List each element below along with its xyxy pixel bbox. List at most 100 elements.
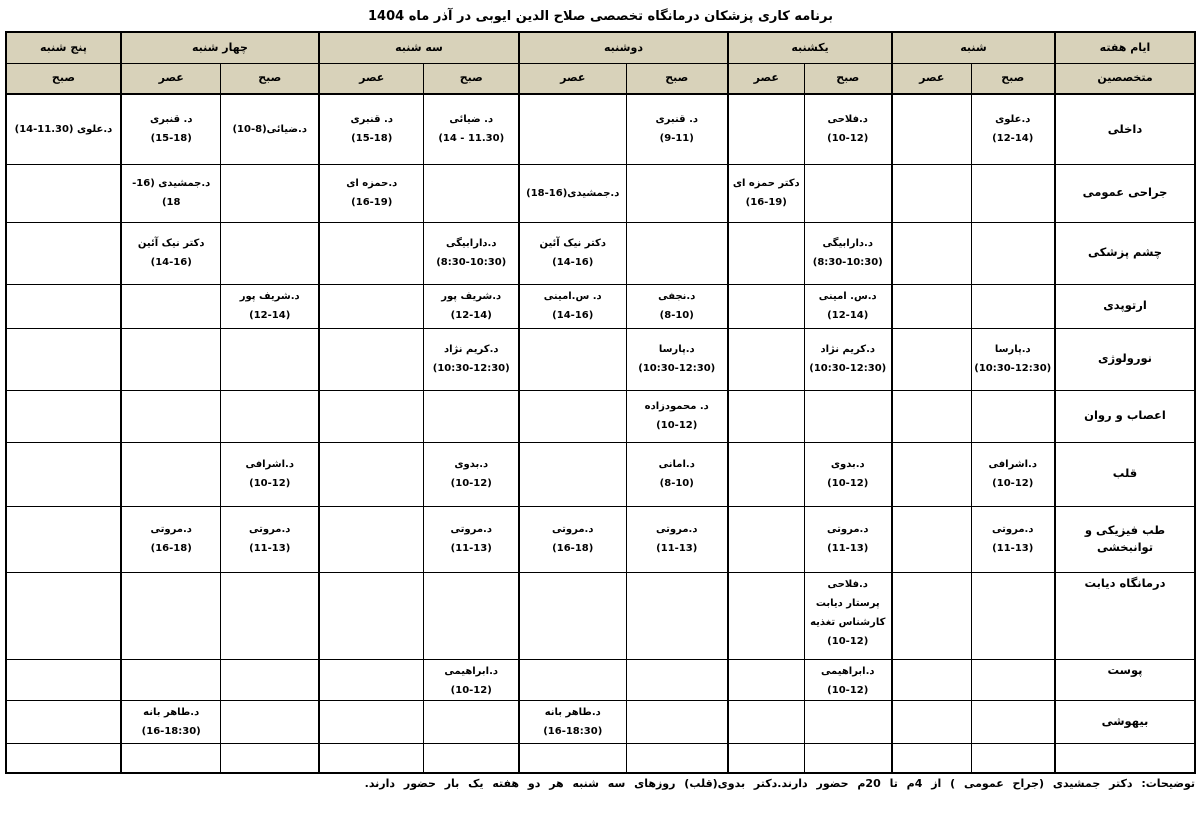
schedule-cell <box>970 163 1056 223</box>
schedule-cell <box>891 699 972 744</box>
schedule-cell <box>220 742 320 774</box>
schedule-cell: د.علوی (12-14) <box>970 93 1056 165</box>
schedule-cell <box>318 742 425 774</box>
schedule-cell: د.اشرافی (10-12) <box>220 441 320 507</box>
schedule-cell: د.شریف پور (12-14) <box>423 283 520 329</box>
schedule-cell <box>5 742 122 774</box>
period-morning: صبح <box>625 62 729 95</box>
schedule-cell: د.طاهر بانه (16-18:30) <box>120 699 222 744</box>
table-row <box>5 742 1196 774</box>
schedule-cell: د.امانی (8-10) <box>625 441 729 507</box>
schedule-cell <box>625 742 729 774</box>
schedule-cell <box>5 221 122 285</box>
schedule-cell: د.دارابیگی (8:30-10:30) <box>803 221 893 285</box>
schedule-cell <box>423 389 520 443</box>
schedule-cell: د.س. امینی (12-14) <box>803 283 893 329</box>
period-morning: صبح <box>803 62 893 95</box>
schedule-cell: د.طاهر بانه (16-18:30) <box>518 699 627 744</box>
schedule-cell <box>423 699 520 744</box>
schedule-cell <box>625 658 729 701</box>
schedule-cell: د.مروتی (11-13) <box>803 505 893 573</box>
table-row: چشم پزشکی د.دارابیگی (8:30-10:30) دکتر نیک… <box>5 221 1196 285</box>
footnote: توضیحات: دکتر جمشیدی (جراح عمومی ) از 4م… <box>364 777 1195 790</box>
schedule-cell <box>220 221 320 285</box>
schedule-cell: د. ضیائی (11.30 - 14) <box>423 93 520 165</box>
schedule-cell <box>625 571 729 660</box>
schedule-cell: دکتر حمزه ای (16-19) <box>727 163 805 223</box>
schedule-cell <box>518 327 627 391</box>
schedule-cell <box>5 327 122 391</box>
specialty-label: نورولوژی <box>1054 327 1196 391</box>
schedule-cell <box>727 742 805 774</box>
schedule-cell <box>5 505 122 573</box>
schedule-cell <box>803 389 893 443</box>
schedule-cell: د.ابراهیمی (10-12) <box>423 658 520 701</box>
schedule-cell <box>727 658 805 701</box>
schedule-cell <box>970 221 1056 285</box>
day-header-tuesday: سه شنبه <box>318 31 520 64</box>
day-header-monday: دوشنبه <box>518 31 730 64</box>
schedule-cell: د.پارسا (10:30-12:30) <box>970 327 1056 391</box>
schedule-cell: د.مروتی (16-18) <box>120 505 222 573</box>
schedule-cell <box>727 221 805 285</box>
schedule-cell: د. س.امینی (14-16) <box>518 283 627 329</box>
schedule-cell <box>120 742 222 774</box>
table-row: اعصاب و روان د. محمودزاده (10-12) <box>5 389 1196 443</box>
table-row: ارتوپدی د.س. امینی (12-14) د.نجفی (8-10) د.… <box>5 283 1196 329</box>
schedule-cell <box>970 699 1056 744</box>
schedule-cell <box>5 389 122 443</box>
schedule-cell <box>891 327 972 391</box>
day-header-saturday: شنبه <box>891 31 1056 64</box>
schedule-cell <box>625 163 729 223</box>
day-header-sunday: یکشنبه <box>727 31 893 64</box>
schedule-cell: د.اشرافی (10-12) <box>970 441 1056 507</box>
schedule-cell: د. قنبری (15-18) <box>318 93 425 165</box>
schedule-cell <box>318 327 425 391</box>
schedule-cell <box>727 93 805 165</box>
schedule-cell <box>120 658 222 701</box>
schedule-cell: د.مروتی (11-13) <box>220 505 320 573</box>
table-row: قلب د.اشرافی (10-12) د.بدوی (10-12) د.امانی… <box>5 441 1196 507</box>
schedule-cell <box>891 742 972 774</box>
schedule-cell <box>727 283 805 329</box>
schedule-cell <box>970 571 1056 660</box>
schedule-cell <box>518 742 627 774</box>
schedule-cell <box>518 441 627 507</box>
schedule-cell <box>423 163 520 223</box>
schedule-cell <box>891 93 972 165</box>
schedule-cell <box>5 163 122 223</box>
schedule-cell <box>318 658 425 701</box>
schedule-cell <box>727 327 805 391</box>
schedule-cell <box>318 571 425 660</box>
days-of-week-label: ایام هفته <box>1054 31 1196 64</box>
schedule-cell <box>120 283 222 329</box>
schedule-cell <box>423 571 520 660</box>
schedule-cell: د.علوی (11.30-14) <box>5 93 122 165</box>
schedule-cell <box>891 221 972 285</box>
table-row: طب فیزیکی و توانبخشی د.مروتی (11-13) د.مرو… <box>5 505 1196 573</box>
schedule-cell <box>891 441 972 507</box>
specialty-label: داخلی <box>1054 93 1196 165</box>
schedule-cell <box>518 93 627 165</box>
table-row: درمانگاه دیابت د.فلاحی پرستار دیابت کارشن… <box>5 571 1196 660</box>
schedule-cell: د.دارابیگی (8:30-10:30) <box>423 221 520 285</box>
schedule-cell <box>727 441 805 507</box>
specialty-label <box>1054 742 1196 774</box>
specialty-label: درمانگاه دیابت <box>1054 571 1196 660</box>
page-title: برنامه کاری پزشکان درمانگاه تخصصی صلاح ا… <box>368 9 833 24</box>
schedule-cell <box>5 441 122 507</box>
schedule-cell <box>120 327 222 391</box>
schedule-cell <box>803 742 893 774</box>
day-header-thursday: پنج شنبه <box>5 31 122 64</box>
schedule-cell: دکتر نیک آئین (14-16) <box>120 221 222 285</box>
period-evening: عصر <box>518 62 627 95</box>
schedule-cell: د.شریف پور (12-14) <box>220 283 320 329</box>
period-evening: عصر <box>318 62 425 95</box>
schedule-cell <box>891 658 972 701</box>
period-evening: عصر <box>727 62 805 95</box>
schedule-cell: د.مروتی (11-13) <box>970 505 1056 573</box>
schedule-cell: د.حمزه ای (16-19) <box>318 163 425 223</box>
table-row: بیهوشی د.طاهر بانه (16-18:30) د.طاهر بانه … <box>5 699 1196 744</box>
specialty-label: جراحی عمومی <box>1054 163 1196 223</box>
